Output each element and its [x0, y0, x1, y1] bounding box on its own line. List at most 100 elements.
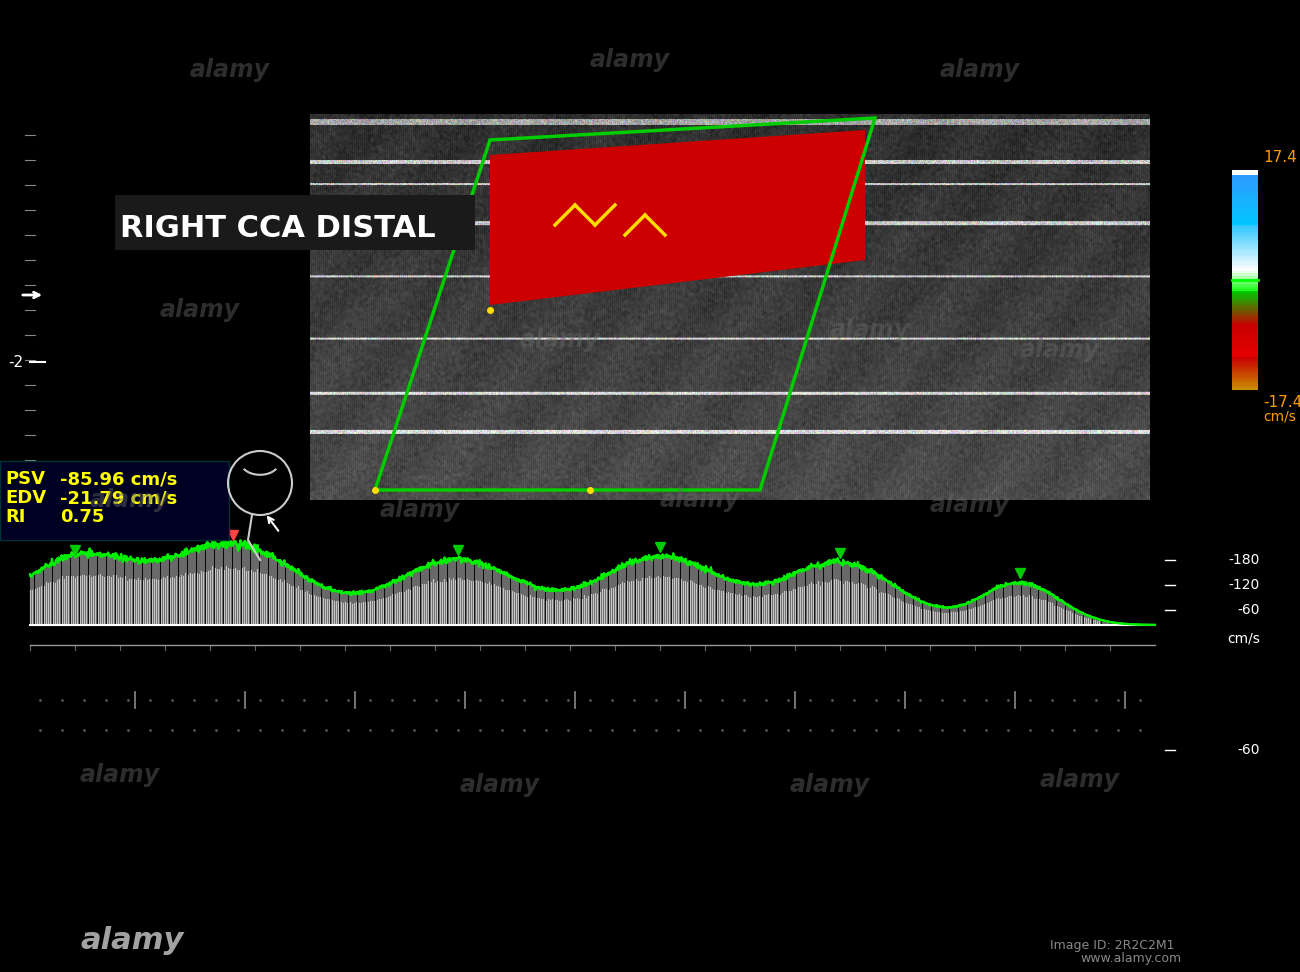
Text: -21.79 cm/s: -21.79 cm/s [60, 489, 177, 507]
Bar [1232, 374, 1258, 377]
Bar [1232, 174, 1258, 177]
Text: alamy: alamy [1020, 338, 1100, 362]
Bar [1232, 388, 1258, 391]
Text: -60: -60 [1238, 743, 1260, 757]
Text: PSV: PSV [5, 470, 46, 488]
FancyBboxPatch shape [0, 461, 229, 540]
Bar [1232, 365, 1258, 368]
Text: -2: -2 [8, 355, 23, 369]
Bar [1232, 245, 1258, 248]
Text: www.alamy.com: www.alamy.com [1080, 952, 1182, 964]
Text: RIGHT CCA DISTAL: RIGHT CCA DISTAL [120, 214, 436, 242]
Bar [1232, 183, 1258, 186]
Bar [1232, 329, 1258, 331]
Bar [1232, 238, 1258, 241]
Bar [1232, 360, 1258, 362]
Text: alamy: alamy [81, 925, 183, 955]
Bar [1232, 271, 1258, 274]
Bar [1232, 313, 1258, 316]
Bar [1232, 196, 1258, 199]
Bar [1232, 320, 1258, 323]
Bar [1232, 289, 1258, 292]
Text: 0.75: 0.75 [60, 508, 104, 526]
Bar [1232, 192, 1258, 194]
Bar [1232, 311, 1258, 314]
Bar [1232, 243, 1258, 245]
Text: alamy: alamy [90, 488, 170, 512]
Bar [1232, 372, 1258, 375]
Text: cm/s: cm/s [1264, 409, 1296, 423]
Text: -120: -120 [1228, 578, 1260, 592]
Bar [1232, 225, 1258, 227]
Text: -85.96 cm/s: -85.96 cm/s [60, 470, 177, 488]
Bar [1232, 370, 1258, 373]
Text: -60: -60 [1238, 603, 1260, 617]
Bar [1232, 231, 1258, 234]
Text: alamy: alamy [1040, 768, 1121, 792]
Bar [1232, 355, 1258, 358]
FancyBboxPatch shape [114, 195, 474, 250]
Bar [1232, 324, 1258, 327]
Bar [1232, 254, 1258, 257]
Bar [1232, 346, 1258, 349]
Bar [1232, 335, 1258, 337]
Bar [1232, 299, 1258, 302]
Bar [1232, 308, 1258, 311]
Bar [1232, 280, 1258, 283]
Bar [1232, 234, 1258, 236]
Bar [1232, 201, 1258, 203]
Bar [1232, 381, 1258, 384]
Bar [1232, 273, 1258, 276]
Bar [1232, 207, 1258, 210]
Text: alamy: alamy [790, 773, 870, 797]
Bar [1232, 198, 1258, 201]
Text: alamy: alamy [660, 488, 740, 512]
Bar [1232, 318, 1258, 320]
Bar [1232, 252, 1258, 254]
Bar [1232, 357, 1258, 360]
Text: RI: RI [5, 508, 26, 526]
Bar [1232, 341, 1258, 344]
Bar [1232, 291, 1258, 294]
Bar [1232, 337, 1258, 340]
Bar [1232, 302, 1258, 304]
Text: alamy: alamy [380, 498, 460, 522]
Bar [1232, 205, 1258, 208]
Bar [1232, 212, 1258, 215]
Bar [1232, 179, 1258, 182]
Bar [1232, 229, 1258, 232]
Text: alamy: alamy [460, 773, 540, 797]
Bar [1232, 262, 1258, 265]
Bar [1232, 364, 1258, 366]
Text: cm/s: cm/s [1227, 631, 1260, 645]
Bar [1232, 383, 1258, 386]
Bar [1232, 186, 1258, 189]
Bar [1232, 188, 1258, 191]
Bar [1232, 249, 1258, 252]
Text: alamy: alamy [520, 328, 601, 352]
Bar [1232, 297, 1258, 300]
Text: 17.4: 17.4 [1264, 151, 1297, 165]
Bar [1232, 258, 1258, 260]
Bar [1232, 339, 1258, 342]
Bar [1232, 330, 1258, 333]
Bar [1232, 170, 1258, 175]
Text: alamy: alamy [79, 763, 160, 787]
Bar [1232, 190, 1258, 192]
Bar [1232, 285, 1258, 287]
Bar [1232, 294, 1258, 295]
Bar [1232, 327, 1258, 329]
Text: alamy: alamy [940, 58, 1020, 82]
Bar [1232, 379, 1258, 382]
Bar [1232, 386, 1258, 388]
Bar [1232, 194, 1258, 197]
Bar [1232, 315, 1258, 318]
Bar [1232, 304, 1258, 307]
Bar [1232, 260, 1258, 262]
Text: Image ID: 2R2C2M1: Image ID: 2R2C2M1 [1050, 939, 1174, 952]
Bar [1232, 377, 1258, 379]
Bar [1232, 210, 1258, 212]
Text: -17.4: -17.4 [1264, 395, 1300, 409]
Bar [1232, 269, 1258, 272]
Text: EDV: EDV [5, 489, 46, 507]
